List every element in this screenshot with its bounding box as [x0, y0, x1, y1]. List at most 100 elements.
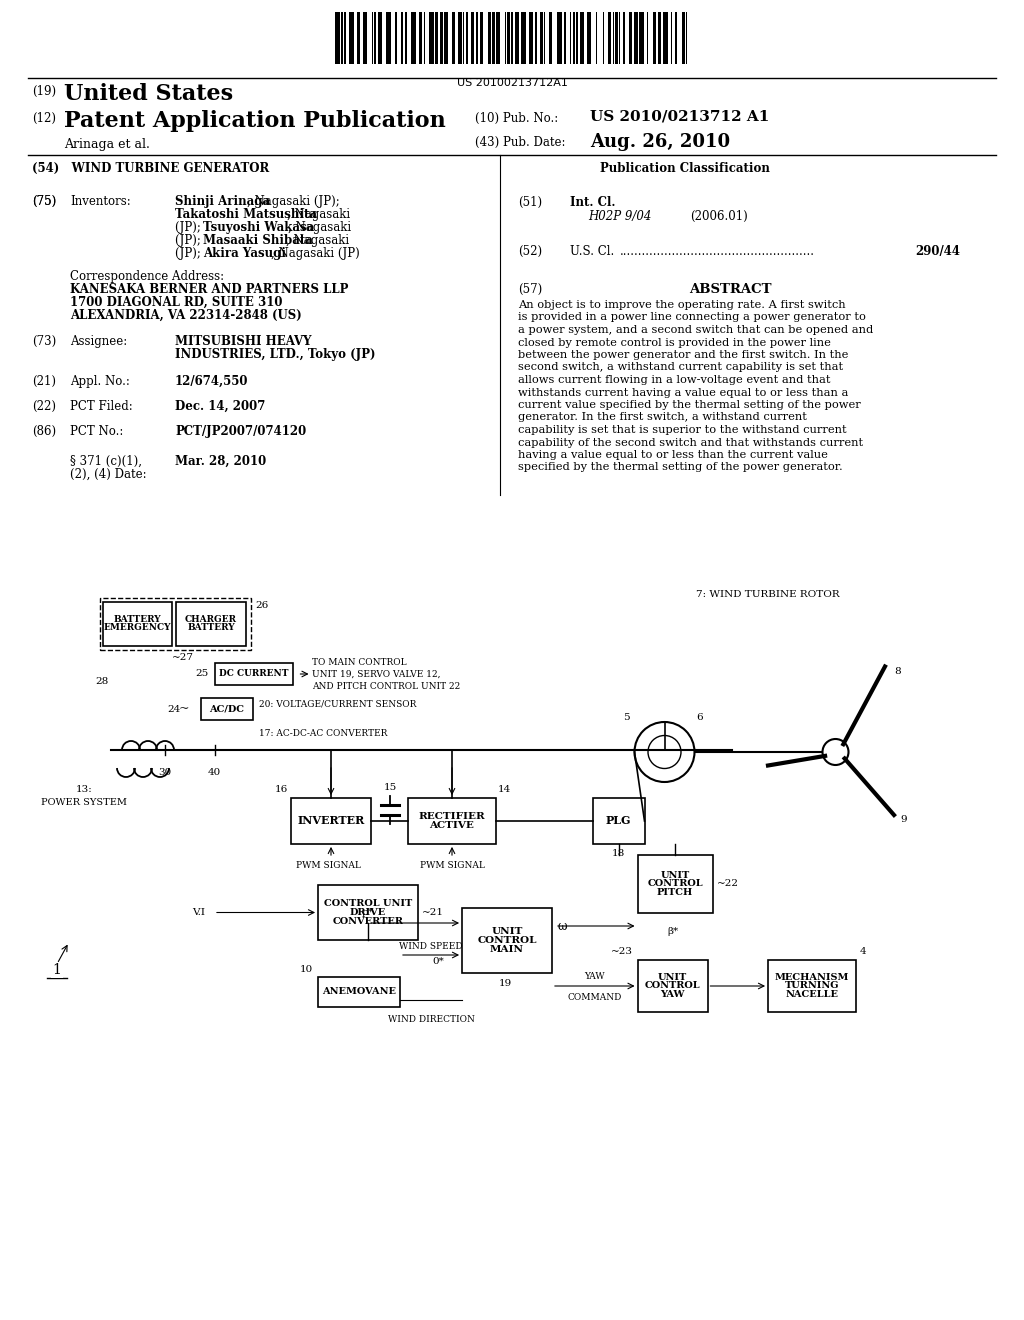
Text: is provided in a power line connecting a power generator to: is provided in a power line connecting a…: [518, 313, 866, 322]
Text: 13:: 13:: [76, 785, 92, 795]
Text: ~23: ~23: [610, 948, 633, 957]
Bar: [476, 12, 478, 63]
Text: UNIT: UNIT: [660, 871, 689, 880]
Text: (10) Pub. No.:: (10) Pub. No.:: [475, 112, 558, 125]
Text: United States: United States: [63, 83, 233, 106]
Text: (73): (73): [32, 335, 56, 348]
Bar: [529, 12, 532, 63]
Bar: [768, 960, 856, 1012]
Bar: [471, 12, 474, 63]
Text: (54)   WIND TURBINE GENERATOR: (54) WIND TURBINE GENERATOR: [32, 162, 269, 176]
Bar: [505, 12, 506, 63]
Text: DRIVE: DRIVE: [350, 908, 386, 917]
Text: between the power generator and the first switch. In the: between the power generator and the firs…: [518, 350, 848, 360]
Text: (2006.01): (2006.01): [690, 210, 748, 223]
Bar: [511, 12, 512, 63]
Text: Masaaki Shibata: Masaaki Shibata: [203, 234, 313, 247]
Bar: [593, 799, 644, 843]
Text: CONTROL UNIT: CONTROL UNIT: [324, 899, 412, 908]
Text: having a value equal to or less than the current value: having a value equal to or less than the…: [518, 450, 827, 459]
Text: ~22: ~22: [717, 879, 738, 888]
Text: NACELLE: NACELLE: [785, 990, 839, 999]
Text: (JP);: (JP);: [175, 234, 205, 247]
Bar: [638, 960, 708, 1012]
Text: 16: 16: [274, 785, 288, 795]
Bar: [541, 12, 543, 63]
Bar: [375, 12, 376, 63]
Bar: [569, 12, 570, 63]
Bar: [508, 12, 510, 63]
Bar: [573, 12, 574, 63]
Bar: [356, 12, 360, 63]
Bar: [318, 884, 418, 940]
Bar: [435, 12, 437, 63]
Bar: [479, 12, 483, 63]
Text: INDUSTRIES, LTD., Tokyo (JP): INDUSTRIES, LTD., Tokyo (JP): [175, 348, 376, 360]
Text: 1: 1: [52, 964, 61, 977]
Bar: [335, 12, 340, 63]
Bar: [618, 12, 621, 63]
Text: p*: p*: [362, 908, 374, 917]
Bar: [424, 12, 425, 63]
Bar: [458, 12, 462, 63]
Text: (12): (12): [32, 112, 56, 125]
Bar: [408, 799, 496, 843]
Text: ACTIVE: ACTIVE: [429, 821, 474, 830]
Text: UNIT: UNIT: [657, 973, 687, 982]
Text: UNIT 19, SERVO VALVE 12,: UNIT 19, SERVO VALVE 12,: [312, 671, 441, 678]
Text: POWER SYSTEM: POWER SYSTEM: [41, 799, 127, 807]
Bar: [493, 12, 495, 63]
Text: 290/44: 290/44: [915, 246, 961, 257]
Text: , Nagasaki: , Nagasaki: [288, 220, 351, 234]
Text: (51): (51): [518, 195, 542, 209]
Text: capability is set that is superior to the withstand current: capability is set that is superior to th…: [518, 425, 847, 436]
Text: US 20100213712A1: US 20100213712A1: [457, 78, 567, 88]
Text: 20: VOLTAGE/CURRENT SENSOR: 20: VOLTAGE/CURRENT SENSOR: [259, 700, 417, 709]
Text: BATTERY: BATTERY: [187, 623, 234, 632]
Text: V.I: V.I: [193, 908, 205, 917]
Text: TURNING: TURNING: [784, 982, 840, 990]
Text: 7: WIND TURBINE ROTOR: 7: WIND TURBINE ROTOR: [696, 590, 840, 599]
Bar: [686, 12, 687, 63]
Text: (86): (86): [32, 425, 56, 438]
Text: (43) Pub. Date:: (43) Pub. Date:: [475, 136, 565, 149]
Text: Akira Yasugi: Akira Yasugi: [203, 247, 286, 260]
Text: 12/674,550: 12/674,550: [175, 375, 249, 388]
Text: (75): (75): [32, 195, 56, 209]
Text: US 2010/0213712 A1: US 2010/0213712 A1: [590, 110, 769, 124]
Bar: [386, 12, 391, 63]
Bar: [671, 12, 672, 63]
Text: Appl. No.:: Appl. No.:: [70, 375, 130, 388]
Text: Tsuyoshi Wakasa: Tsuyoshi Wakasa: [203, 220, 314, 234]
Text: H02P 9/04: H02P 9/04: [588, 210, 651, 223]
Text: Mar. 28, 2010: Mar. 28, 2010: [175, 455, 266, 469]
Bar: [575, 12, 579, 63]
Text: CONTROL: CONTROL: [647, 879, 702, 888]
Bar: [411, 12, 416, 63]
Text: AND PITCH CONTROL UNIT 22: AND PITCH CONTROL UNIT 22: [312, 682, 461, 690]
Text: closed by remote control is provided in the power line: closed by remote control is provided in …: [518, 338, 830, 347]
Text: ~21: ~21: [422, 908, 444, 917]
Text: 40: 40: [208, 768, 221, 777]
Text: CHARGER: CHARGER: [185, 615, 237, 624]
Bar: [536, 12, 537, 63]
Bar: [394, 12, 397, 63]
Text: KANESAKA BERNER AND PARTNERS LLP: KANESAKA BERNER AND PARTNERS LLP: [70, 282, 348, 296]
Text: (21): (21): [32, 375, 56, 388]
Bar: [401, 12, 403, 63]
Bar: [634, 12, 638, 63]
Text: , Nagasaki (JP);: , Nagasaki (JP);: [247, 195, 340, 209]
Text: , Nagasaki: , Nagasaki: [287, 209, 350, 220]
Bar: [349, 12, 354, 63]
Text: 25: 25: [196, 669, 209, 678]
Bar: [557, 12, 562, 63]
Text: MITSUBISHI HEAVY: MITSUBISHI HEAVY: [175, 335, 311, 348]
Bar: [521, 12, 526, 63]
Text: 17: AC-DC-AC CONVERTER: 17: AC-DC-AC CONVERTER: [259, 730, 387, 738]
Text: 10: 10: [300, 965, 313, 974]
Text: TO MAIN CONTROL: TO MAIN CONTROL: [312, 657, 408, 667]
Text: 5: 5: [624, 713, 630, 722]
Text: Patent Application Publication: Patent Application Publication: [63, 110, 445, 132]
Bar: [404, 12, 408, 63]
Bar: [629, 12, 632, 63]
